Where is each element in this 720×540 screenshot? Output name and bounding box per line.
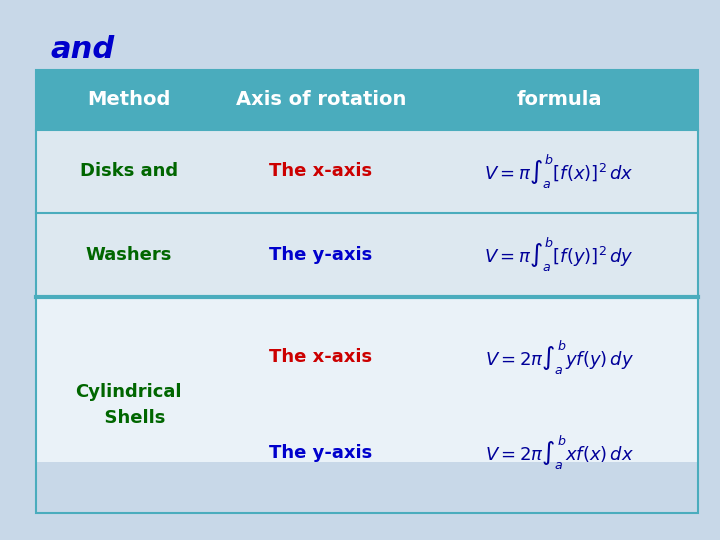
Text: The y-axis: The y-axis	[269, 443, 372, 462]
Text: $V = \pi\int_{a}^{b}[f(y)]^2\,dy$: $V = \pi\int_{a}^{b}[f(y)]^2\,dy$	[485, 236, 634, 274]
FancyBboxPatch shape	[36, 213, 698, 297]
FancyBboxPatch shape	[36, 70, 698, 130]
Text: Washers: Washers	[86, 246, 172, 264]
Text: Disks and: Disks and	[80, 163, 178, 180]
Text: $V = 2\pi\int_{a}^{b}yf(y)\,dy$: $V = 2\pi\int_{a}^{b}yf(y)\,dy$	[485, 339, 634, 376]
Text: Cylindrical
  Shells: Cylindrical Shells	[76, 383, 182, 427]
Text: The x-axis: The x-axis	[269, 348, 372, 367]
Text: $V = 2\pi\int_{a}^{b}xf(x)\,dx$: $V = 2\pi\int_{a}^{b}xf(x)\,dx$	[485, 434, 634, 471]
Text: Axis of rotation: Axis of rotation	[235, 90, 406, 110]
Text: formula: formula	[516, 90, 602, 110]
Text: Method: Method	[87, 90, 171, 110]
Text: $V = \pi\int_{a}^{b}[f(x)]^2\,dx$: $V = \pi\int_{a}^{b}[f(x)]^2\,dx$	[485, 152, 634, 191]
Text: The x-axis: The x-axis	[269, 163, 372, 180]
Text: The y-axis: The y-axis	[269, 246, 372, 264]
Text: and: and	[50, 35, 114, 64]
FancyBboxPatch shape	[36, 297, 698, 462]
FancyBboxPatch shape	[36, 130, 698, 213]
